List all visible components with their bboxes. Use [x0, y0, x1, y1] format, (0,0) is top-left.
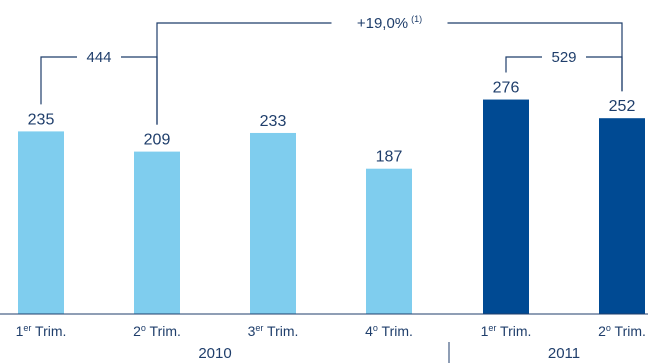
- year-label-2010: 2010: [198, 345, 231, 362]
- bar-4: [366, 168, 412, 314]
- category-label-2: 2o Trim.: [133, 323, 181, 339]
- category-label-5: 1er Trim.: [481, 323, 532, 339]
- category-label-4: 4o Trim.: [365, 323, 413, 339]
- bar-3: [250, 132, 296, 314]
- category-label-6: 2o Trim.: [598, 323, 646, 339]
- bracket-growth-line: [156, 22, 623, 125]
- value-label-6: 252: [609, 98, 636, 115]
- value-label-5: 276: [493, 80, 520, 97]
- bracket-2011-label: 529: [551, 49, 576, 66]
- bracket-2010-line: [40, 56, 158, 125]
- value-label-4: 187: [376, 149, 403, 166]
- bar-2: [134, 151, 180, 314]
- value-label-2: 209: [144, 132, 171, 149]
- bar-6: [599, 118, 645, 314]
- bracket-growth-label: +19,0% (1): [357, 14, 422, 32]
- year-label-2011: 2011: [548, 345, 580, 362]
- value-label-1: 235: [28, 111, 55, 128]
- value-label-3: 233: [260, 113, 287, 130]
- bar-5: [483, 99, 529, 314]
- category-label-3: 3er Trim.: [248, 323, 299, 339]
- category-label-1: 1er Trim.: [16, 323, 67, 339]
- bracket-2010-label: 444: [86, 49, 111, 66]
- bar-1: [18, 131, 64, 314]
